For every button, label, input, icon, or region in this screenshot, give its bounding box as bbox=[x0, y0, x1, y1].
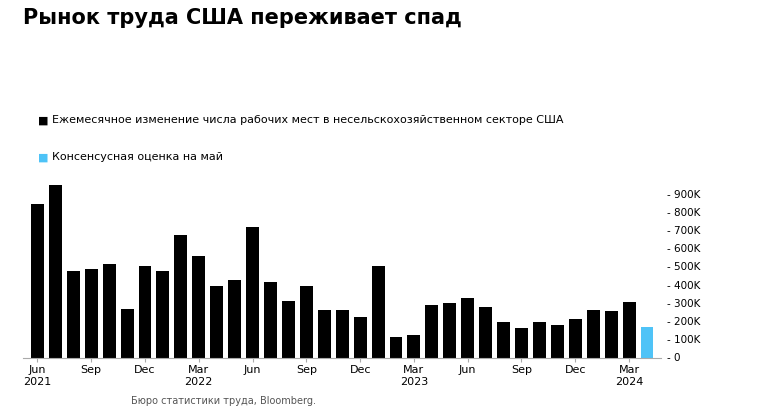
Text: - 500K: - 500K bbox=[667, 262, 701, 272]
Bar bbox=[515, 328, 528, 358]
Bar bbox=[300, 286, 313, 358]
Text: - 400K: - 400K bbox=[667, 281, 701, 290]
Bar bbox=[551, 325, 564, 358]
Bar bbox=[67, 271, 80, 358]
Bar bbox=[175, 234, 188, 358]
Bar bbox=[569, 319, 581, 358]
Text: Ежемесячное изменение числа рабочих мест в несельскохозяйственном секторе США: Ежемесячное изменение числа рабочих мест… bbox=[52, 115, 564, 125]
Text: - 700K: - 700K bbox=[667, 226, 701, 236]
Bar bbox=[479, 307, 492, 358]
Bar bbox=[408, 335, 421, 358]
Text: Бюро статистики труда, Bloomberg.: Бюро статистики труда, Bloomberg. bbox=[131, 396, 316, 406]
Bar bbox=[264, 282, 277, 358]
Text: Консенсусная оценка на май: Консенсусная оценка на май bbox=[52, 152, 223, 162]
Bar bbox=[210, 286, 223, 358]
Bar bbox=[497, 322, 510, 358]
Bar bbox=[354, 318, 367, 358]
Bar bbox=[49, 167, 62, 358]
Bar bbox=[604, 311, 618, 358]
Bar bbox=[390, 337, 402, 358]
Bar bbox=[85, 269, 98, 358]
Bar bbox=[282, 301, 295, 358]
Bar bbox=[641, 327, 654, 358]
Bar bbox=[533, 322, 546, 358]
Text: - 800K: - 800K bbox=[667, 208, 701, 218]
Bar bbox=[425, 305, 438, 358]
Text: - 200K: - 200K bbox=[667, 317, 701, 327]
Text: - 900K: - 900K bbox=[667, 190, 701, 199]
Bar bbox=[336, 310, 348, 358]
Bar bbox=[103, 264, 115, 358]
Text: - 100K: - 100K bbox=[667, 335, 701, 345]
Bar bbox=[31, 204, 44, 358]
Text: - 0: - 0 bbox=[667, 353, 681, 363]
Text: - 600K: - 600K bbox=[667, 244, 701, 254]
Bar bbox=[461, 298, 474, 358]
Bar bbox=[138, 266, 151, 358]
Bar bbox=[587, 310, 600, 358]
Bar bbox=[623, 302, 635, 358]
Bar bbox=[156, 271, 169, 358]
Bar bbox=[443, 303, 456, 358]
Text: ■: ■ bbox=[38, 152, 49, 162]
Bar bbox=[228, 280, 241, 358]
Bar bbox=[192, 256, 205, 358]
Bar bbox=[246, 227, 259, 358]
Bar bbox=[371, 267, 384, 358]
Text: - 300K: - 300K bbox=[667, 299, 701, 309]
Text: Рынок труда США переживает спад: Рынок труда США переживает спад bbox=[23, 8, 462, 28]
Bar bbox=[121, 309, 134, 358]
Text: ■: ■ bbox=[38, 115, 49, 125]
Bar bbox=[318, 310, 331, 358]
